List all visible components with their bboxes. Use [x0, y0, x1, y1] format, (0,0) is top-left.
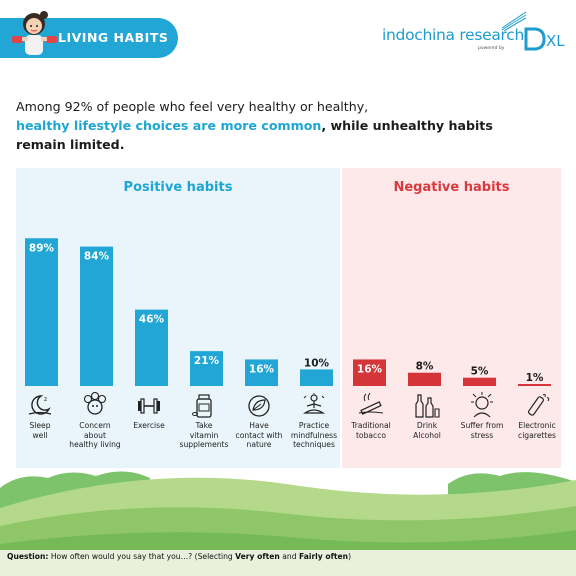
label-e-cigarettes: Electronic cigarettes: [505, 421, 569, 440]
bar-positive-3: [190, 351, 223, 386]
value-label-positive-3: 21%: [194, 355, 220, 367]
bar-positive-2: [135, 309, 168, 386]
moon-sleep-icon: z: [28, 395, 52, 415]
label-tobacco: Traditional tobacco: [339, 421, 403, 440]
bar-positive-0: [25, 238, 58, 386]
label-nature: Have contact with nature: [227, 421, 291, 450]
option-fairly-often: Fairly often: [298, 552, 349, 561]
option-very-often: Very often: [235, 552, 280, 561]
label-line: nature: [246, 440, 272, 449]
brand-powered-by: powered by: [478, 46, 505, 51]
mascot-icon: [12, 11, 57, 55]
stress-icon: [471, 392, 493, 418]
value-label-positive-2: 46%: [139, 314, 165, 326]
label-line: Exercise: [133, 421, 165, 430]
landscape-illustration: [0, 471, 576, 576]
label-line: healthy living: [69, 440, 121, 449]
bar-positive-5: [300, 369, 333, 386]
question-text: How often would you say that you…? (Sele…: [48, 552, 236, 561]
positive-habits-title: Positive habits: [123, 180, 233, 195]
label-alcohol: Drink Alcohol: [395, 421, 459, 440]
bar-negative-1: [408, 372, 441, 386]
healthy-living-icon: [83, 392, 107, 415]
negative-habits-title: Negative habits: [393, 180, 510, 195]
section-label: LIVING HABITS: [58, 30, 169, 45]
vitamin-bottle-icon: [192, 394, 212, 418]
option-and: and: [279, 552, 299, 561]
positive-panel: [16, 168, 340, 468]
label-sleep-well: Sleep well: [8, 421, 72, 440]
dumbbell-icon: [138, 398, 160, 414]
label-stress: Suffer from stress: [450, 421, 514, 440]
value-label-negative-3: 1%: [526, 372, 544, 384]
value-label-negative-0: 16%: [357, 363, 383, 375]
label-line: Electronic: [518, 421, 556, 430]
label-line: Drink: [416, 421, 438, 430]
label-line: tobacco: [355, 430, 387, 440]
intro-part1: Among 92% of people who feel very health…: [16, 99, 369, 114]
intro-text: Among 92% of people who feel very health…: [16, 97, 536, 154]
label-line: Alcohol: [413, 430, 441, 440]
label-exercise: Exercise: [117, 421, 181, 431]
label-line: about: [84, 430, 106, 440]
label-line: Practice: [298, 421, 330, 430]
label-line: mindfulness: [290, 430, 338, 440]
bar-negative-0: [353, 359, 386, 386]
label-line: Take: [195, 421, 213, 430]
dxl-text: XL: [546, 32, 565, 50]
dxl-logo-icon: XL: [524, 27, 565, 51]
value-label-positive-1: 84%: [84, 251, 110, 263]
brand-lines-icon: [501, 11, 527, 32]
question-label: Question:: [7, 552, 49, 561]
cigarette-icon: [358, 392, 384, 415]
bar-positive-4: [245, 359, 278, 386]
value-label-positive-4: 16%: [249, 363, 275, 375]
bottles-icon: [415, 394, 440, 418]
label-line: cigarettes: [518, 430, 556, 440]
label-line: Traditional: [351, 421, 391, 430]
meditation-icon: [303, 393, 325, 414]
label-line: supplements: [179, 440, 229, 449]
brand-name: indochina research: [382, 26, 525, 44]
value-label-negative-1: 8%: [416, 361, 434, 373]
label-line: Concern: [79, 421, 111, 430]
label-line: well: [32, 430, 48, 440]
question-close: ): [348, 552, 352, 561]
negative-panel: [342, 168, 561, 468]
label-line: vitamin: [189, 430, 219, 440]
label-line: stress: [470, 430, 494, 440]
label-concern-healthy-living: Concern about healthy living: [63, 421, 127, 450]
question-footnote: Question: How often would you say that y…: [7, 552, 351, 561]
e-cigarette-icon: [527, 393, 550, 416]
value-label-positive-0: 89%: [29, 242, 55, 254]
label-vitamins: Take vitamin supplements: [172, 421, 236, 450]
bar-positive-1: [80, 246, 113, 386]
label-mindfulness: Practice mindfulness techniques: [282, 421, 346, 450]
label-line: contact with: [235, 430, 283, 440]
bar-negative-2: [463, 377, 496, 386]
intro-highlight: healthy lifestyle choices are more commo…: [16, 118, 322, 133]
label-line: Have: [249, 421, 269, 430]
leaf-icon: [248, 395, 270, 417]
bar-negative-3: [518, 384, 551, 386]
value-label-negative-2: 5%: [471, 366, 489, 378]
svg-text:z: z: [44, 396, 47, 403]
label-line: Suffer from: [460, 421, 504, 430]
label-line: Sleep: [29, 421, 51, 430]
value-label-positive-5: 10%: [304, 357, 330, 369]
label-line: techniques: [293, 440, 335, 449]
intro-part2: , while unhealthy habits remain limited.: [16, 118, 493, 152]
